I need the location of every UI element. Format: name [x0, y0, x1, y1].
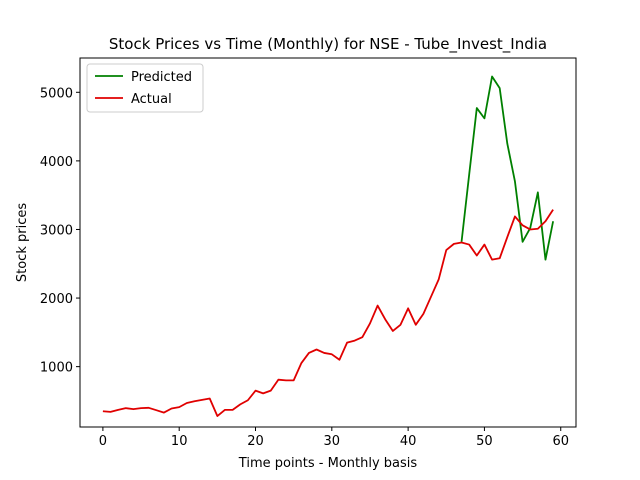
series-line-predicted	[460, 75, 554, 261]
x-axis: 0 10 20 30 40 50 60	[99, 427, 569, 449]
x-tick-label: 10	[171, 434, 188, 449]
y-tick-label: 4000	[40, 155, 73, 170]
x-tick-label: 60	[552, 434, 569, 449]
chart-title: Stock Prices vs Time (Monthly) for NSE -…	[109, 35, 547, 54]
series-line-actual	[102, 209, 554, 417]
y-tick-label: 3000	[40, 223, 73, 238]
x-tick-label: 40	[400, 434, 417, 449]
legend-label: Predicted	[131, 70, 192, 85]
x-tick-label: 20	[247, 434, 264, 449]
y-axis-label: Stock prices	[15, 203, 30, 282]
x-tick-label: 0	[99, 434, 107, 449]
x-axis-label: Time points - Monthly basis	[238, 456, 418, 471]
y-axis: 1000 2000 3000 4000 5000	[40, 86, 80, 376]
y-tick-label: 1000	[40, 361, 73, 376]
x-tick-label: 30	[324, 434, 341, 449]
legend-label: Actual	[131, 92, 172, 107]
y-tick-label: 5000	[40, 86, 73, 101]
plot-area	[102, 75, 554, 417]
y-tick-label: 2000	[40, 292, 73, 307]
plot-frame	[79, 57, 577, 428]
legend: Predicted Actual	[86, 63, 204, 113]
x-tick-label: 50	[476, 434, 493, 449]
